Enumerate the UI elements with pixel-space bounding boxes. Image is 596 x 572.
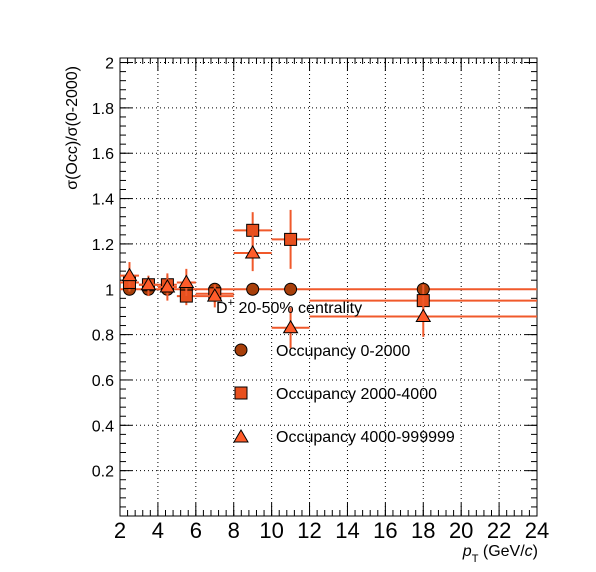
legend-entry-1: Occupancy 2000-4000 xyxy=(234,386,437,403)
legend-label-2: Occupancy 4000-999999 xyxy=(276,429,455,446)
plot-frame xyxy=(119,57,538,517)
legend-marker-circle xyxy=(234,343,248,357)
annotation-superscript: + xyxy=(228,297,234,309)
y-tick-label: 1.2 xyxy=(92,237,114,254)
data-point-triangle xyxy=(282,319,299,334)
x-tick-label: 18 xyxy=(411,518,435,543)
data-point-triangle xyxy=(244,244,261,259)
y-tick-label: 0.8 xyxy=(92,328,114,345)
x-tick-label: 2 xyxy=(114,518,126,543)
data-point-circle xyxy=(246,282,260,296)
data-series xyxy=(120,209,537,349)
x-tick-label: 12 xyxy=(297,518,321,543)
data-point-square xyxy=(246,223,260,237)
legend: Occupancy 0-2000 Occupancy 2000-4000 Occ… xyxy=(233,343,455,446)
annotation-particle: D xyxy=(216,300,228,317)
tick-labels: 2 4 6 8 10 12 14 16 18 20 22 240.20.40.60.811.21.41… xyxy=(92,56,549,543)
x-axis-title-unit-italic: c xyxy=(525,543,533,560)
annotation-text: 20-50% centrality xyxy=(234,300,362,317)
x-tick-label: 16 xyxy=(373,518,397,543)
y-tick-label: 0.4 xyxy=(92,418,114,435)
legend-marker-square xyxy=(234,386,248,400)
x-tick-label: 6 xyxy=(190,518,202,543)
legend-label-1: Occupancy 2000-4000 xyxy=(276,386,437,403)
data-point-triangle xyxy=(178,274,195,288)
x-tick-label: 10 xyxy=(259,518,283,543)
x-tick-label: 22 xyxy=(487,518,511,543)
x-tick-label: 8 xyxy=(228,518,240,543)
data-point-square xyxy=(284,232,298,246)
x-axis-title: pT (GeV/c) xyxy=(462,543,538,565)
centrality-annotation: D+ 20-50% centrality xyxy=(216,297,362,317)
y-tick-label: 0.6 xyxy=(92,373,114,390)
data-point-triangle xyxy=(159,279,176,293)
data-point-triangle xyxy=(121,267,138,282)
legend-marker-triangle xyxy=(233,429,249,443)
x-axis-title-var: p xyxy=(462,543,472,560)
x-axis-title-unit-suffix: ) xyxy=(533,543,538,560)
data-point-triangle xyxy=(415,308,432,322)
y-axis-title: σ(Occ)/σ(0-2000) xyxy=(64,66,81,190)
y-tick-label: 1.4 xyxy=(92,192,114,209)
y-tick-label: 2 xyxy=(105,56,114,73)
legend-entry-2: Occupancy 4000-999999 xyxy=(233,429,455,446)
x-axis-title-sub: T xyxy=(472,553,479,565)
series-2 xyxy=(120,234,537,349)
y-tick-label: 1 xyxy=(105,282,114,299)
data-point-triangle xyxy=(140,276,157,291)
x-tick-label: 20 xyxy=(449,518,473,543)
y-tick-label: 0.2 xyxy=(92,464,114,481)
x-tick-label: 14 xyxy=(335,518,359,543)
y-tick-label: 1.6 xyxy=(92,146,114,163)
data-point-circle xyxy=(284,282,298,296)
y-tick-label: 1.8 xyxy=(92,101,114,118)
legend-label-0: Occupancy 0-2000 xyxy=(276,343,410,360)
legend-entry-0: Occupancy 0-2000 xyxy=(234,343,410,360)
data-point-triangle xyxy=(206,288,223,302)
x-tick-label: 24 xyxy=(525,518,549,543)
x-tick-label: 4 xyxy=(152,518,164,543)
axis-ticks xyxy=(119,58,538,516)
x-axis-title-unit-prefix: (GeV/ xyxy=(478,543,525,560)
